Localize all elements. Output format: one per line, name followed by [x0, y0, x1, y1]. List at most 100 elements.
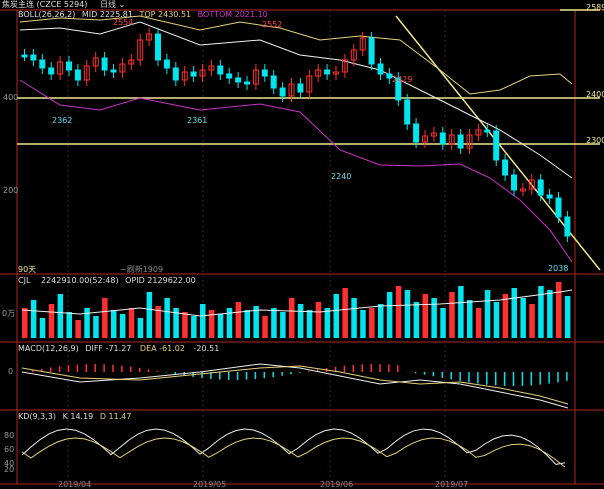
- volume-bar: [155, 306, 161, 338]
- candle-body: [528, 179, 535, 190]
- candle-body: [350, 49, 357, 61]
- volume-bar: [306, 310, 313, 338]
- volume-bar: [146, 292, 153, 338]
- volume-bar: [315, 302, 322, 338]
- high-annotation: 2429: [392, 75, 413, 84]
- volume-bar: [164, 298, 170, 338]
- candle-body: [83, 65, 90, 81]
- boll-top-line: [19, 15, 573, 95]
- candle-body: [190, 71, 197, 77]
- date-label: 2019/07: [435, 480, 469, 489]
- volume-bar: [244, 310, 250, 338]
- candle-body: [119, 63, 126, 73]
- volume-bar: [66, 312, 72, 338]
- candle-body: [199, 69, 206, 77]
- volume-bar: [369, 308, 375, 338]
- candle-body: [172, 67, 179, 81]
- candle-body: [252, 69, 259, 85]
- volume-bar: [333, 294, 339, 338]
- volume-bar: [102, 298, 108, 338]
- kd-k: K 14.19: [62, 412, 94, 421]
- candle-body: [163, 59, 170, 69]
- boll-label[interactable]: BOLL(26,26,2): [18, 10, 76, 19]
- macd-label[interactable]: MACD(12,26,9): [18, 344, 79, 353]
- kd-axis-label: 60: [4, 445, 15, 454]
- candle-body: [439, 132, 446, 145]
- instrument-name: 焦炭主连 (CZCE 5294): [2, 0, 88, 9]
- boll-top: TOP 2430.51: [139, 10, 192, 19]
- volume-bar: [235, 302, 242, 338]
- volume-bar: [226, 308, 233, 338]
- volume-bar: [297, 304, 304, 338]
- kd-d-line: [21, 437, 566, 468]
- candle-body: [306, 75, 313, 93]
- volume-bar: [475, 308, 482, 338]
- volume-bar: [458, 286, 464, 338]
- boll-bands: [19, 15, 573, 263]
- kd-axis-label: 40: [4, 459, 15, 468]
- volume-bar: [564, 296, 571, 338]
- candle-body: [181, 71, 188, 81]
- volume-bar: [39, 318, 46, 338]
- kd-lines: [21, 428, 566, 468]
- volume-legend: CJL 2242910.00(52:48) OPID 2129622.00: [18, 276, 196, 285]
- volume-bar: [173, 308, 179, 338]
- candlesticks: [21, 28, 571, 242]
- macd-dea: DEA -61.02: [139, 344, 185, 353]
- volume-bar: [431, 298, 437, 338]
- candle-body: [208, 65, 215, 71]
- boll-legend: BOLL(26,26,2) MID 2225.81 TOP 2430.51 BO…: [18, 10, 268, 19]
- candle-body: [519, 188, 526, 192]
- candle-body: [448, 134, 455, 145]
- candle-body: [21, 54, 28, 58]
- candle-body: [341, 59, 348, 73]
- candle-body: [279, 87, 286, 97]
- volume-bar: [386, 292, 393, 338]
- candle-body: [537, 179, 544, 196]
- price-axis-label: 200: [3, 186, 19, 195]
- low-annotation: 2038: [548, 264, 569, 273]
- volume-bar: [440, 308, 446, 338]
- macd-axis-label: 0: [8, 367, 14, 376]
- range-label[interactable]: 90天: [18, 265, 37, 274]
- volume-label[interactable]: CJL: [18, 276, 31, 285]
- price-axis-label: 2589: [586, 3, 604, 12]
- volume-bar: [547, 290, 553, 338]
- open-interest: OPID 2129622.00: [125, 276, 196, 285]
- low-annotation: 2361: [187, 116, 208, 125]
- kd-label[interactable]: KD(9,3,3): [18, 412, 57, 421]
- candle-body: [270, 75, 277, 89]
- price-axis-label: 2300: [586, 136, 604, 145]
- volume-bar: [511, 288, 517, 338]
- volume-bar: [217, 314, 224, 338]
- candle-body: [333, 71, 339, 75]
- volume-bar: [200, 304, 206, 338]
- volume-bar: [22, 308, 28, 338]
- volume-bar: [84, 308, 90, 338]
- volume-value: 2242910.00(52:48): [40, 276, 119, 285]
- volume-bar: [191, 316, 197, 338]
- chevron-down-icon[interactable]: ⌄: [118, 0, 126, 9]
- volume-bar: [556, 282, 562, 338]
- candle-body: [155, 33, 161, 61]
- period-selector[interactable]: 日线: [99, 0, 116, 9]
- macd-dea-line: [21, 365, 569, 405]
- kd-axis-label: 80: [4, 431, 15, 440]
- volume-bar: [404, 290, 411, 338]
- candle-body: [235, 77, 242, 83]
- candle-body: [413, 123, 420, 143]
- candle-body: [92, 57, 99, 67]
- candle-body: [217, 65, 224, 75]
- candle-body: [422, 135, 428, 143]
- candle-body: [546, 194, 553, 199]
- high-annotation: 2552: [262, 20, 283, 29]
- volume-bar: [75, 320, 81, 338]
- candle-body: [101, 57, 108, 71]
- volume-bar: [208, 310, 215, 338]
- candle-body: [297, 83, 304, 93]
- candle-body: [66, 61, 72, 71]
- volume-bar: [342, 288, 348, 338]
- kd-d: D 11.47: [99, 412, 132, 421]
- volume-bar: [467, 300, 473, 338]
